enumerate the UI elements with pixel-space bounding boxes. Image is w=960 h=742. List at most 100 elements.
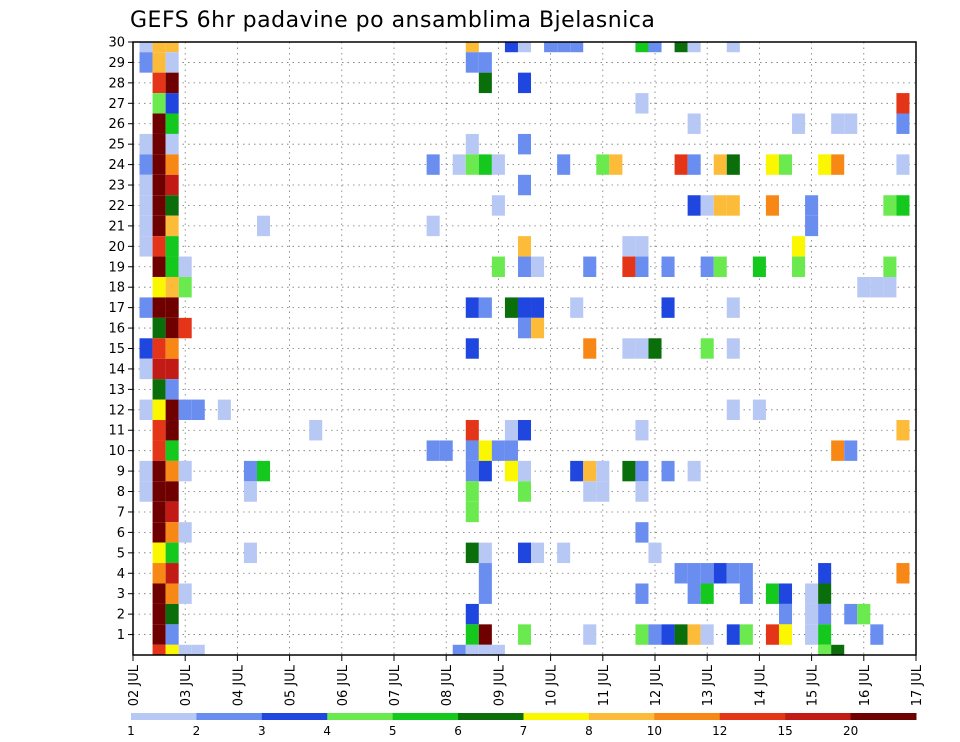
heatmap-cell [818,603,832,625]
heatmap-cell [687,563,701,584]
heatmap-cell [517,72,532,94]
heatmap-cell [792,113,806,134]
heatmap-cell [178,317,192,339]
heatmap-cell [726,399,740,421]
heatmap-cell [674,42,688,53]
heatmap-cell [152,256,166,277]
heatmap-cell [805,624,819,645]
heatmap-cell [517,481,532,502]
heatmap-cell [152,603,166,625]
heatmap-cell [504,460,518,482]
heatmap-cell [452,644,466,655]
legend-label: 5 [389,724,397,738]
heatmap-cell [165,133,179,155]
heatmap-cell [517,624,532,645]
heatmap-cell [178,399,192,421]
chart-title: GEFS 6hr padavine po ansamblima Bjelasni… [130,8,655,33]
heatmap-cell [465,440,479,461]
x-tick-label: 04 JUL [231,664,246,706]
heatmap-cell [635,256,649,277]
heatmap-cell [661,460,675,482]
heatmap-cell [191,399,205,421]
heatmap-cell [165,379,179,400]
y-tick-label: 2 [117,608,125,623]
heatmap-cell [504,440,518,461]
heatmap-cell [152,501,166,523]
x-tick-label: 16 JUL [858,664,873,706]
y-tick-label: 12 [108,403,125,418]
heatmap-cell [844,113,858,134]
heatmap-cell [165,174,179,196]
x-tick-label: 05 JUL [284,664,299,706]
heatmap-cell [465,154,479,175]
heatmap-cell [165,501,179,523]
heatmap-cell [517,256,532,277]
heatmap-cell [165,52,179,73]
heatmap-cell [426,154,440,175]
heatmap-cell [831,440,845,461]
heatmap-cell [152,542,166,564]
heatmap-cell [465,42,479,53]
heatmap-cell [844,603,858,625]
heatmap-cell [896,195,910,216]
legend-swatch [719,713,786,720]
heatmap-cell [674,563,688,584]
heatmap-cell [178,256,192,277]
heatmap-cell [165,522,179,543]
heatmap-cell [570,297,584,318]
heatmap-cell [256,460,271,482]
heatmap-cell [504,42,518,53]
heatmap-cell [896,93,910,114]
y-tick-label: 26 [108,117,125,132]
heatmap-cell [531,256,545,277]
heatmap-cell [165,603,179,625]
heatmap-cell [152,583,166,604]
heatmap-cell [152,52,166,73]
heatmap-cell [139,399,153,421]
heatmap-cell [517,542,532,564]
heatmap-cell [896,563,910,584]
heatmap-cell [165,276,179,298]
heatmap-cell [792,256,806,277]
heatmap-cell [635,236,649,257]
heatmap-cell [765,624,779,645]
heatmap-cell [152,133,166,155]
heatmap-cell [465,481,479,502]
heatmap-cell [465,542,479,564]
heatmap-cell [165,215,179,237]
heatmap-cell [504,420,518,441]
legend-swatch [523,713,590,720]
heatmap-cell [178,522,192,543]
heatmap-cell [805,603,819,625]
heatmap-cell [831,644,845,655]
heatmap-cell [557,42,571,53]
x-tick-label: 10 JUL [545,664,560,706]
heatmap-cell [713,563,727,584]
y-tick-label: 11 [108,424,125,439]
heatmap-cell [139,154,153,175]
heatmap-cell [778,154,793,175]
heatmap-cell [439,440,453,461]
heatmap-cell [583,624,597,645]
heatmap-cell [596,481,610,502]
heatmap-cell [478,644,492,655]
heatmap-cell [648,42,662,53]
heatmap-cell [792,236,806,257]
heatmap-cell [596,460,610,482]
y-tick-label: 28 [108,76,125,91]
heatmap-cell [635,42,649,53]
heatmap-cell [622,236,636,257]
heatmap-cell [857,276,871,298]
heatmap-cell [165,236,179,257]
heatmap-cell [139,42,153,53]
heatmap-cell [883,195,897,216]
y-tick-label: 21 [108,219,125,234]
heatmap-cell [778,624,793,645]
heatmap-cell [713,154,727,175]
legend-swatch [261,713,328,720]
heatmap-cell [635,583,649,604]
heatmap-cell [544,42,558,53]
heatmap-cell [661,297,675,318]
y-tick-label: 9 [117,465,125,480]
